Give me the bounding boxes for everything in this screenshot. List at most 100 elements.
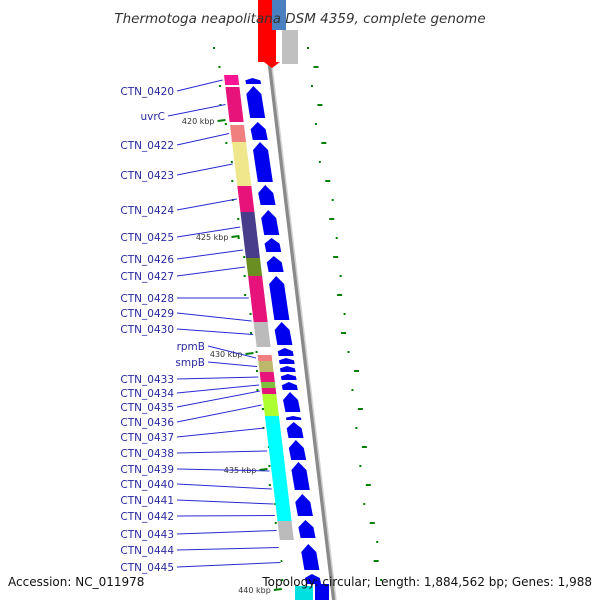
gene-leader-line [176,312,252,322]
gene-label: CTN_0445 [120,562,174,574]
gene-label: CTN_0438 [120,448,174,460]
cds-arrow [269,276,290,320]
cds-arrow [304,574,322,584]
feature-block [281,555,298,570]
feature-block [274,498,291,510]
cds-arrow [253,142,273,182]
cds-arrow [280,374,297,380]
gene-leader-line [176,450,268,454]
gene-label: CTN_0442 [120,511,174,523]
kbp-tick-label: 425 kbp [196,233,229,242]
gene-leader-line [176,499,274,505]
bottom-feature-blue [315,584,329,600]
gene-leader-line [176,376,259,380]
feature-block [276,510,292,521]
cds-arrow [283,392,301,412]
accession-text: Accession: NC_011978 [8,575,144,589]
feature-block [277,521,294,540]
gene-label: CTN_0434 [120,388,174,400]
gene-leader-line [176,427,265,438]
gene-label: CTN_0430 [120,324,174,336]
feature-block [262,394,279,416]
gene-leader-line [176,515,275,517]
cds-track [245,78,322,584]
gene-leader-line [176,547,279,551]
backbone-line [260,0,336,600]
cds-arrow [266,256,284,272]
gene-leader-line [176,468,270,472]
cds-arrow [291,462,310,490]
kbp-tick [217,119,226,122]
kbp-tick-label: 440 kbp [238,586,271,595]
gene-leader-line [176,404,262,423]
cds-arrow [298,520,316,538]
feature-block [261,388,277,394]
gene-label: CTN_0443 [120,529,174,541]
gene-leader-line [176,163,233,176]
kbp-tick [273,588,282,591]
gene-leader-line [176,328,254,335]
feature-block [260,382,276,388]
feature-block [259,372,275,382]
cds-arrow [250,122,268,140]
kbp-tick [231,235,240,238]
feature-block [225,87,244,122]
gene-labels: CTN_0420 uvrC CTN_0422 CTN_0423 CTN_0424 CTN_… [120,79,281,574]
gene-label: CTN_0444 [120,545,174,557]
backbone-shadow [263,0,337,600]
cds-arrow [288,440,307,460]
gene-leader-line [176,249,244,260]
gene-leader-line [176,266,246,277]
gene-leader-line [176,390,261,408]
gene-label: CTN_0424 [120,205,174,217]
gene-leader-line [176,384,260,394]
gene-leader-line [167,104,226,117]
feature-block [279,540,296,555]
kbp-tick [245,352,254,355]
top-feature-blue [272,0,286,30]
feature-block [244,242,260,258]
cds-arrow [261,210,280,235]
top-feature-red-arrow [264,62,280,68]
cds-arrow [245,78,262,84]
feature-block [230,125,247,142]
gene-leader-line [207,361,258,367]
gene-leader-line [176,198,237,211]
genome-title: Thermotoga neapolitana DSM 4359, complet… [114,11,485,27]
cds-arrow [278,358,295,364]
gene-leader-line [176,483,272,490]
feature-block [248,276,268,320]
gene-label: CTN_0437 [120,432,174,444]
gene-label: CTN_0435 [120,402,174,414]
gene-label: CTN_0429 [120,308,174,320]
feature-block [237,186,255,212]
feature-block [253,320,268,322]
gene-label: CTN_0428 [120,293,174,305]
gene-leader-line [176,530,277,535]
feature-block [264,416,282,440]
gene-leader-line [176,133,230,146]
kbp-tick-label: 430 kbp [210,350,243,359]
gene-label: CTN_0420 [120,86,174,98]
cds-arrow [286,422,304,438]
gene-label: CTN_0433 [120,374,174,386]
gene-leader-line [176,562,281,568]
kbp-tick-label: 420 kbp [182,117,215,126]
cds-arrow [277,348,294,356]
gene-leader-line [207,345,257,359]
feature-block [232,142,252,186]
gene-leader-line [176,226,241,238]
gene-leader-line [176,79,223,92]
feature-block [270,462,287,480]
gene-label: CTN_0425 [120,232,174,244]
gene-label: CTN_0439 [120,464,174,476]
cds-arrow [246,86,266,118]
feature-block [267,440,285,462]
cds-arrow [274,322,293,345]
feature-track [224,75,298,570]
feature-block [253,322,271,347]
bottom-feature-cyan [295,586,313,600]
gene-label: rpmB [177,341,205,353]
gene-label: CTN_0440 [120,479,174,491]
